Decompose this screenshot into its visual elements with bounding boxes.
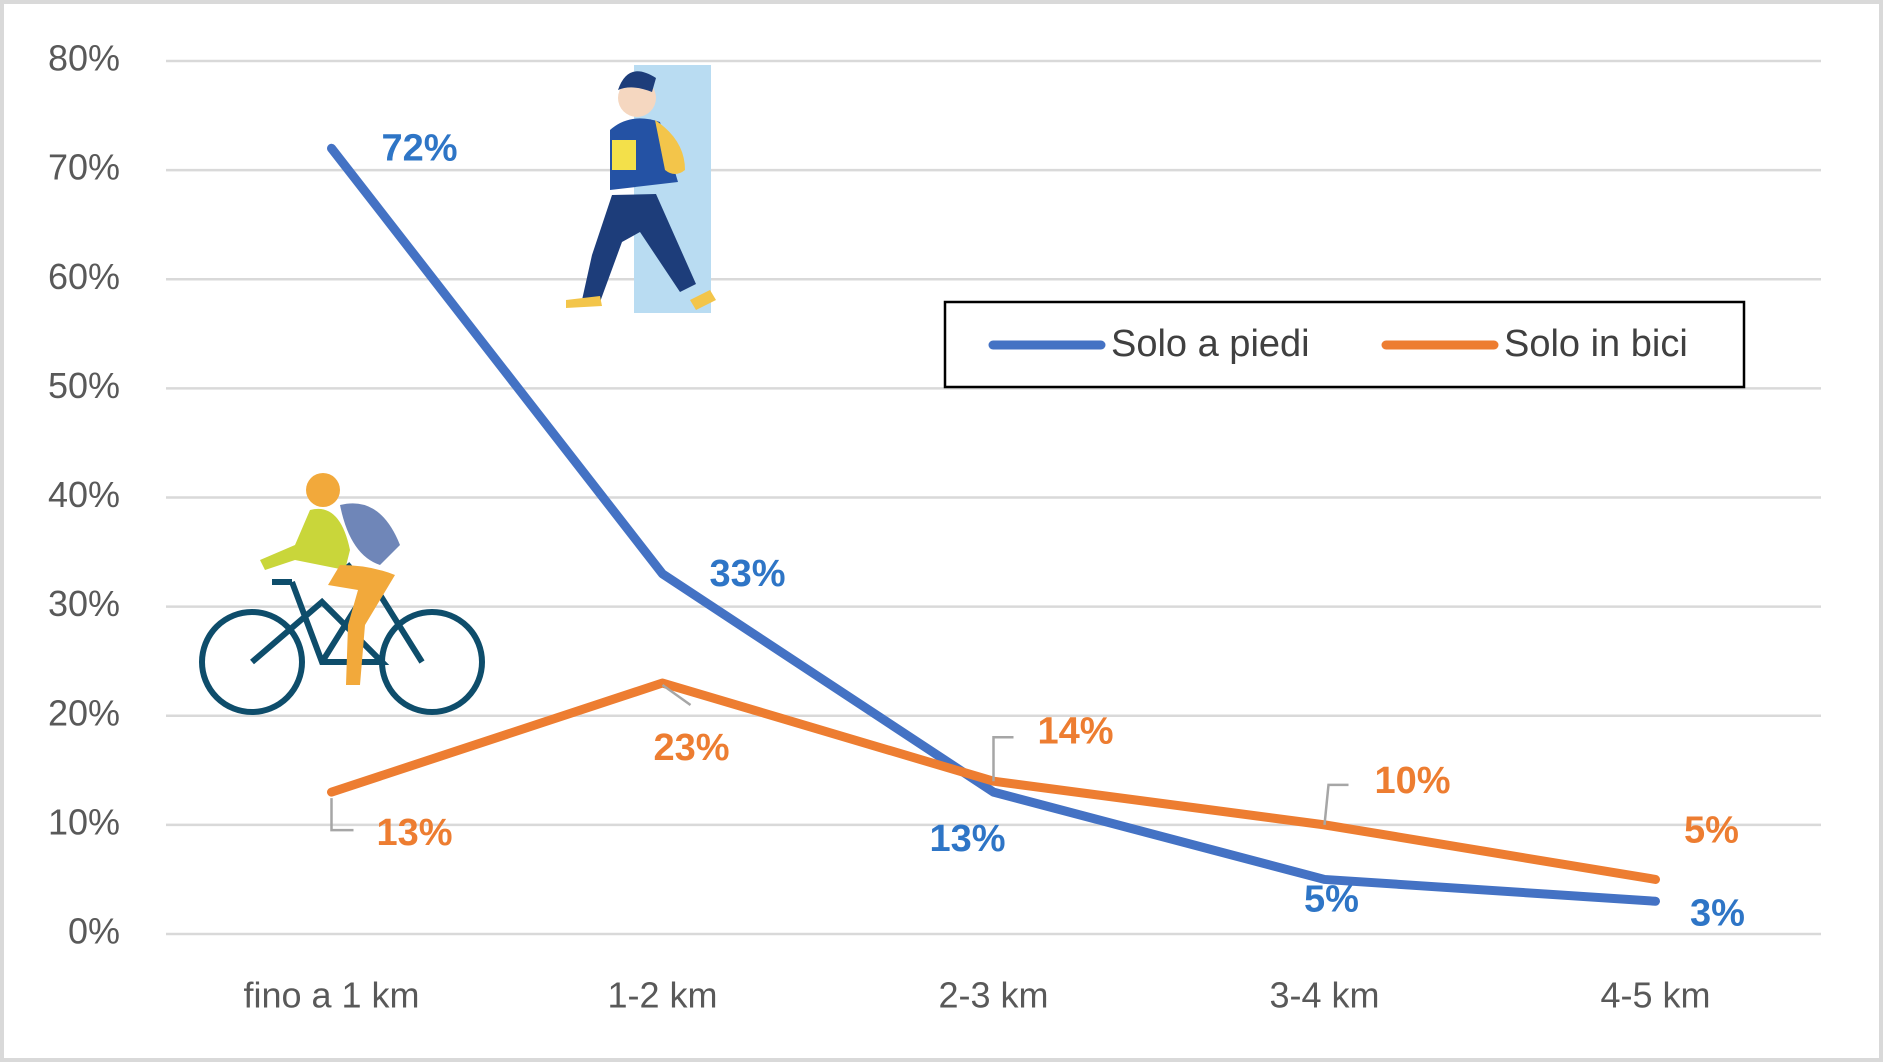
y-tick-label: 0%: [68, 911, 120, 952]
value-label: 5%: [1304, 878, 1359, 920]
y-tick-label: 50%: [48, 365, 120, 406]
y-tick-label: 60%: [48, 256, 120, 297]
value-label: 13%: [376, 812, 452, 854]
x-tick-label: 3-4 km: [1269, 975, 1379, 1016]
chart: 0% 10% 20% 30% 40% 50% 60% 70% 80% fino a 1 km 1-2…: [0, 0, 1885, 1064]
y-tick-label: 80%: [48, 38, 120, 79]
y-tick-label: 10%: [48, 801, 120, 842]
legend-label: Solo a piedi: [1111, 323, 1310, 365]
legend: Solo a piedi Solo in bici: [945, 302, 1744, 387]
x-tick-label: 4-5 km: [1600, 975, 1710, 1016]
value-label: 72%: [381, 127, 457, 169]
y-tick-label: 40%: [48, 474, 120, 515]
value-label: 33%: [709, 553, 785, 595]
value-label: 13%: [929, 818, 1005, 860]
value-label: 14%: [1037, 710, 1113, 752]
x-tick-label: 1-2 km: [607, 975, 717, 1016]
page: {"chart_data": {"type": "line", "categor…: [0, 0, 1885, 1064]
value-label: 23%: [653, 727, 729, 769]
y-tick-label: 30%: [48, 583, 120, 624]
value-label: 10%: [1374, 760, 1450, 802]
y-tick-label: 70%: [48, 147, 120, 188]
x-tick-label: fino a 1 km: [243, 975, 419, 1016]
legend-label: Solo in bici: [1504, 323, 1688, 365]
y-tick-label: 20%: [48, 692, 120, 733]
x-tick-label: 2-3 km: [938, 975, 1048, 1016]
value-label: 3%: [1690, 892, 1745, 934]
value-label: 5%: [1684, 809, 1739, 851]
